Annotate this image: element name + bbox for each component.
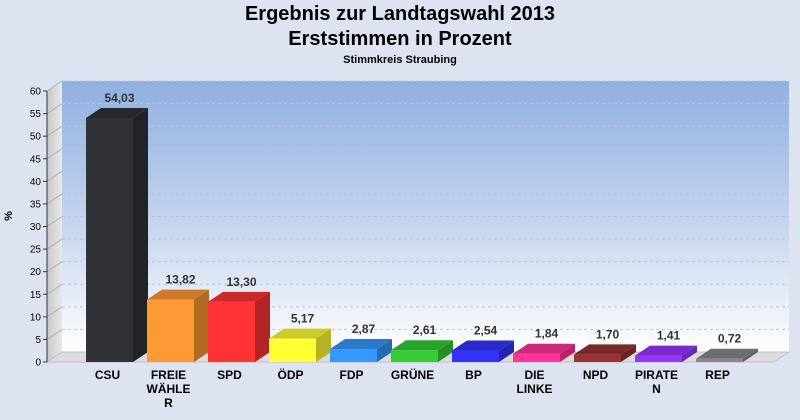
y-tick-label: 10 (30, 312, 42, 323)
chart-caption: Stimmkreis Straubing (343, 54, 457, 66)
x-tick-label: GRÜNE (391, 367, 434, 382)
y-tick-label: 40 (30, 177, 42, 188)
y-tick-label: 55 (30, 109, 42, 120)
x-axis: CSU FREIE WÄHLE R SPD ÖDP FDP GRÜNE BP DIE LINKE NP… (95, 367, 730, 410)
value-label: 1,84 (535, 327, 559, 341)
value-label: 1,70 (596, 327, 620, 341)
bar-front (330, 349, 377, 362)
x-tick-label: ÖDP (277, 367, 303, 382)
chart-subtitle: Erststimmen in Prozent (288, 28, 512, 50)
bar-top (330, 339, 392, 350)
bar-side (560, 343, 575, 362)
grid-line-side (46, 193, 63, 205)
grid-line-side (46, 148, 63, 160)
bar-npd (574, 344, 636, 362)
y-tick-label: 20 (30, 267, 42, 278)
bar-die-linke (513, 343, 575, 362)
bar-top (513, 343, 575, 354)
bar-front (574, 354, 621, 362)
grid-line-side (46, 238, 63, 250)
value-label: 13,82 (165, 273, 195, 287)
y-tick-label: 15 (30, 290, 42, 301)
grid-line-side (46, 125, 63, 137)
value-label: 54,03 (104, 91, 134, 105)
y-tick-label: 30 (30, 222, 42, 233)
bar-top (452, 340, 514, 351)
grid-line-side (46, 103, 63, 114)
bar-side (255, 291, 270, 362)
bar-side (194, 289, 209, 362)
bar-top (147, 289, 209, 300)
x-tick-label: REP (705, 368, 730, 382)
bar-rep (696, 348, 758, 362)
bar-bp (452, 340, 514, 362)
bar-front (513, 353, 560, 362)
x-tick-label: SPD (217, 368, 242, 382)
bar-front (208, 301, 255, 362)
y-tick-label: 0 (35, 358, 41, 369)
bar-top (269, 328, 331, 339)
bar-pirate-n (635, 345, 697, 362)
grid-line-side (46, 170, 63, 182)
bar-front (452, 350, 499, 362)
y-tick-label: 35 (30, 199, 42, 210)
bar-top (208, 291, 270, 302)
bar-top (696, 348, 758, 359)
bar-side (316, 328, 331, 362)
bar-fdp (330, 339, 392, 362)
bar-side (743, 348, 758, 362)
y-tick-label: 45 (30, 154, 42, 165)
bar-grüne (391, 340, 453, 362)
bar-side (621, 344, 636, 362)
bar-top (574, 344, 636, 355)
x-tick-label: PIRATE N (635, 368, 678, 396)
value-label: 1,41 (657, 329, 681, 343)
grid-line-side (46, 80, 63, 92)
data-labels: 54,03 13,82 13,30 5,17 2,87 2,61 2,54 1,84 1,70 1… (104, 91, 741, 346)
value-label: 2,87 (352, 322, 376, 336)
y-axis: 0 5 10 15 20 25 30 35 40 45 50 55 60 (30, 87, 48, 369)
value-label: 0,72 (718, 332, 742, 346)
bar-csu (86, 107, 148, 362)
x-tick-label: FREIE WÄHLE R (147, 368, 191, 410)
x-tick-label: BP (465, 368, 482, 382)
bar-front (147, 299, 194, 362)
x-tick-label: NPD (583, 368, 609, 382)
bar-ödp (269, 328, 331, 362)
bar-front (635, 355, 682, 362)
grid-line-side (46, 329, 63, 340)
bar-side (499, 340, 514, 362)
grid-line-side (46, 261, 63, 273)
value-label: 2,61 (413, 323, 437, 337)
grid-line-side (46, 283, 63, 295)
bar-side (133, 107, 148, 362)
bar-side (682, 345, 697, 362)
y-tick-label: 25 (30, 245, 42, 256)
x-tick-label: CSU (95, 368, 120, 382)
y-tick-label: 5 (35, 335, 41, 346)
bars (86, 107, 758, 362)
y-tick-label: 60 (30, 87, 42, 98)
value-label: 13,30 (226, 275, 256, 289)
bar-front (86, 117, 133, 362)
bar-front (269, 338, 316, 362)
grid-line-side (46, 306, 63, 318)
value-label: 2,54 (474, 324, 498, 338)
bar-front (391, 350, 438, 362)
x-tick-label: DIE LINKE (517, 368, 553, 396)
bar-freie-wähle-r (147, 289, 209, 362)
grid-line-side (46, 216, 63, 227)
bar-front (696, 358, 743, 362)
y-tick-label: 50 (30, 132, 42, 143)
bar-top (86, 107, 148, 118)
bar-top (635, 345, 697, 356)
bar-top (391, 340, 453, 351)
x-tick-label: FDP (340, 368, 364, 382)
chart-title: Ergebnis zur Landtagswahl 2013 (244, 3, 556, 25)
bar-spd (208, 291, 270, 362)
bar-side (438, 340, 453, 362)
value-label: 5,17 (291, 312, 315, 326)
bar-side (377, 339, 392, 362)
